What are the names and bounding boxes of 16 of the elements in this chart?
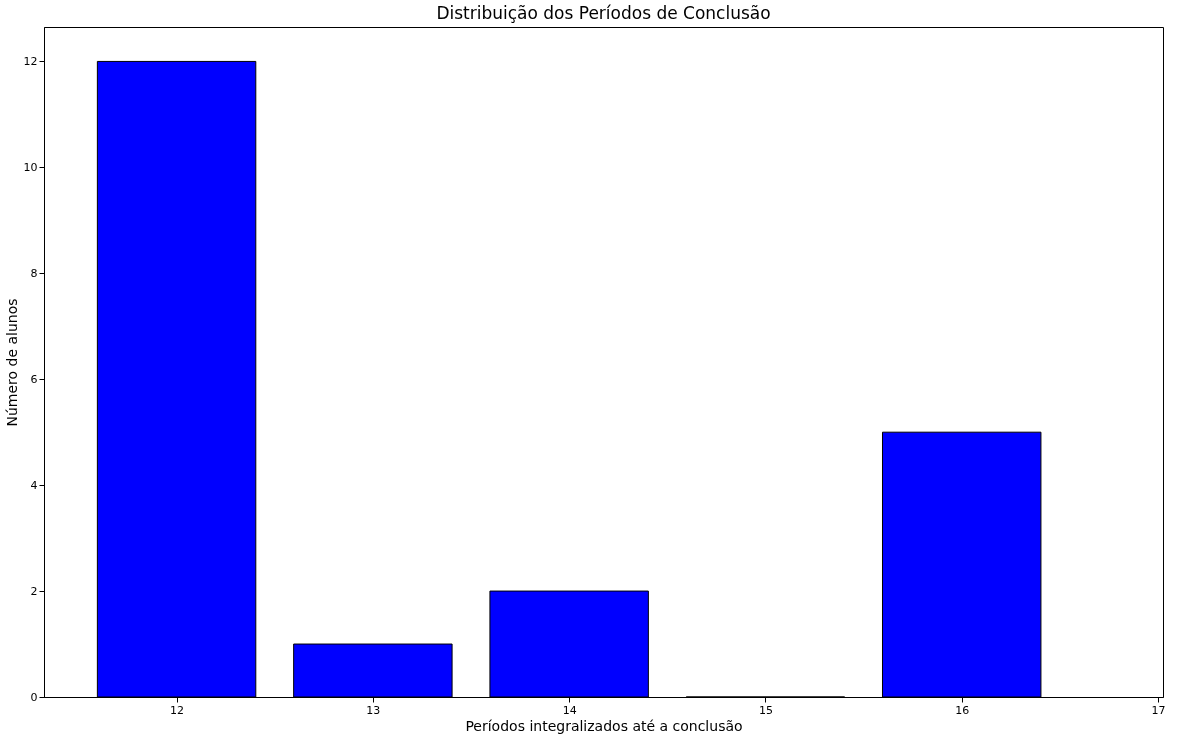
y-tick-label: 0 bbox=[30, 690, 38, 704]
x-tick-label: 15 bbox=[758, 703, 773, 717]
y-tick-label: 4 bbox=[30, 478, 38, 492]
x-tick-label: 13 bbox=[366, 703, 381, 717]
x-tick-label: 12 bbox=[170, 703, 185, 717]
y-tick-label: 8 bbox=[30, 266, 38, 280]
y-tick-label: 6 bbox=[30, 372, 38, 386]
y-tick-label: 12 bbox=[23, 54, 38, 68]
chart-title: Distribuição dos Períodos de Conclusão bbox=[436, 3, 771, 23]
y-axis-title: Número de alunos bbox=[3, 298, 20, 427]
x-tick-label: 17 bbox=[1151, 703, 1166, 717]
x-tick-label: 16 bbox=[955, 703, 970, 717]
y-tick-label: 10 bbox=[23, 160, 38, 174]
x-tick-label: 14 bbox=[562, 703, 577, 717]
y-tick-label: 2 bbox=[30, 584, 38, 598]
x-axis-title: Períodos integralizados até a conclusão bbox=[465, 717, 743, 734]
